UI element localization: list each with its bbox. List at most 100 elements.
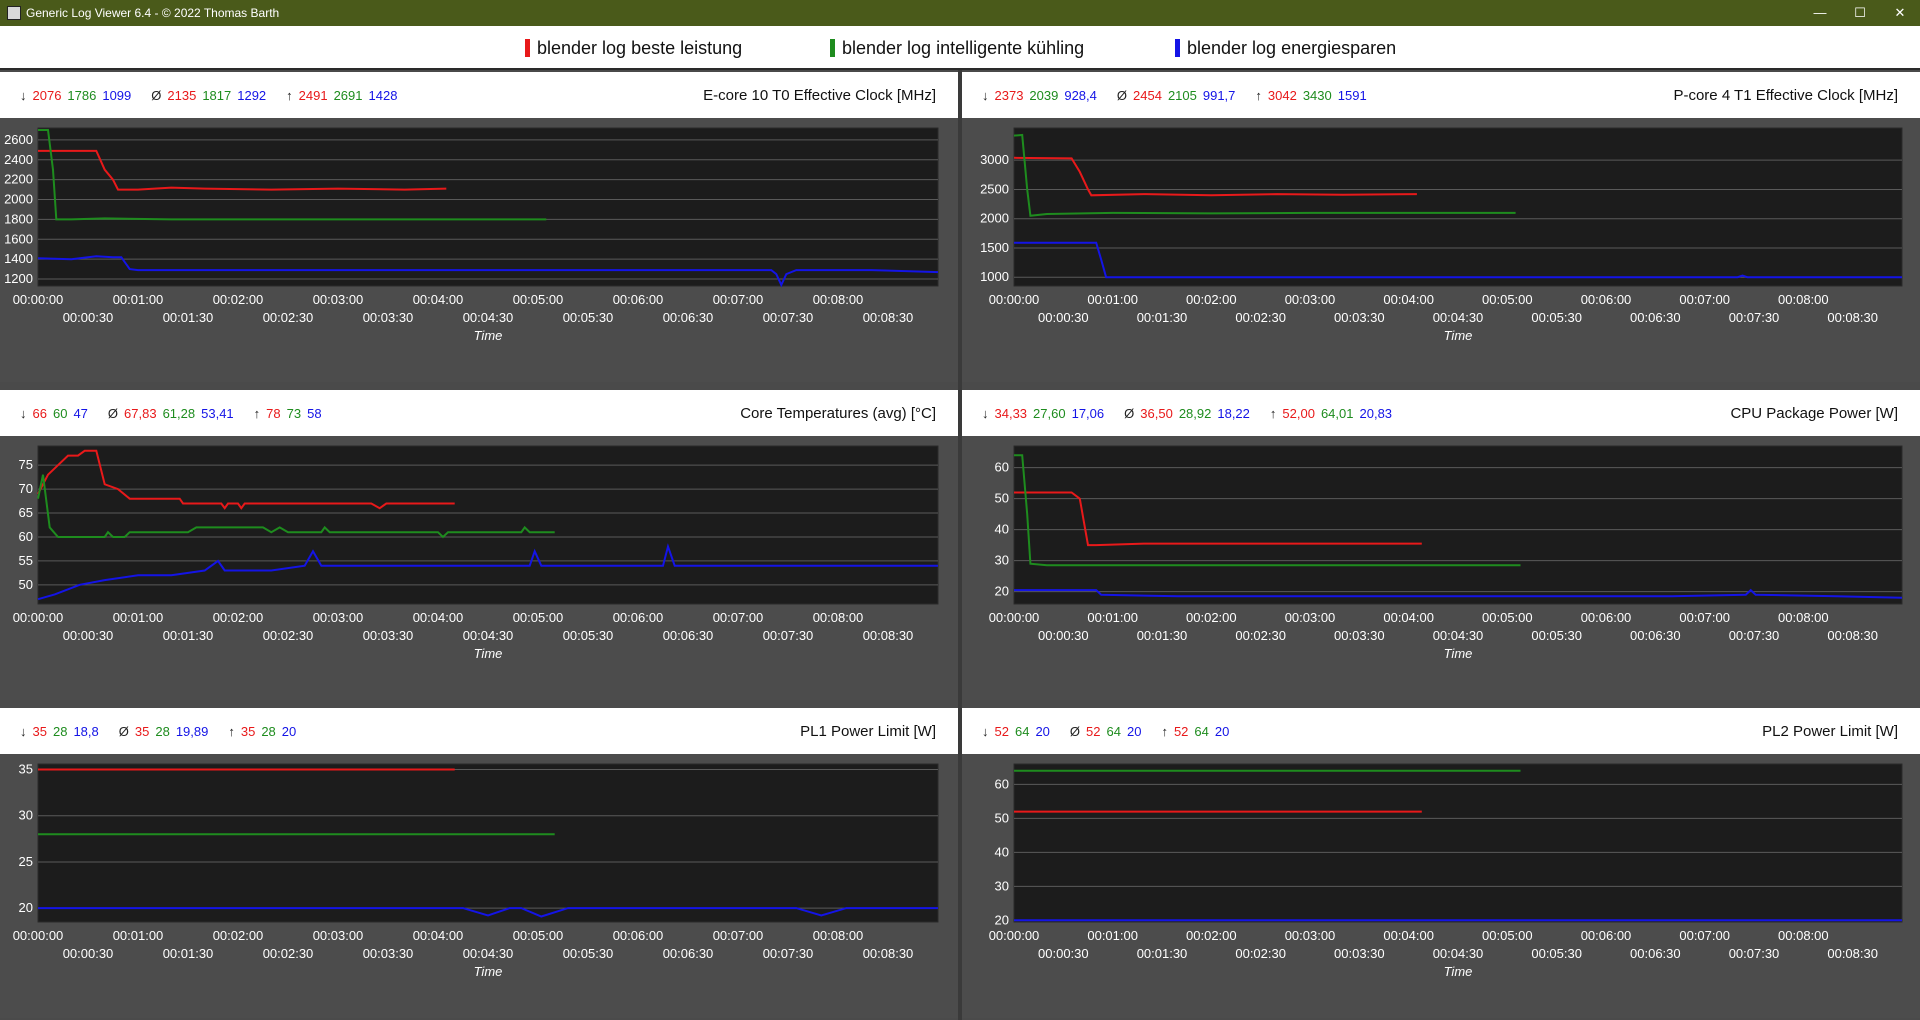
x-tick-label: 00:07:00	[1679, 610, 1730, 625]
stats-row: ↓ 2076 1786 1099 Ø 2135 1817 1292 ↑ 2491 2691 1428	[20, 88, 417, 103]
x-tick-label: 00:08:30	[863, 628, 914, 643]
x-tick-label: 00:05:30	[1531, 628, 1582, 643]
x-tick-label: 00:03:30	[363, 946, 414, 961]
chart-panel-header: ↓ 35 28 18,8 Ø 35 28 19,89 ↑ 35 28 20 PL1 Power Limi…	[0, 708, 958, 754]
x-tick-label: 00:00:30	[63, 310, 114, 325]
min-symbol: ↓	[982, 406, 989, 421]
chart-title: P-core 4 T1 Effective Clock [MHz]	[1673, 87, 1898, 104]
x-tick-label: 00:04:00	[413, 292, 464, 307]
y-tick-label: 50	[19, 577, 33, 592]
chart-svg: 1200 1400 1600 1800 2000 2200 2400 2600 00:00:00…	[4, 127, 939, 343]
legend-swatch	[525, 39, 530, 57]
plot-area	[37, 127, 939, 287]
stat-group-min: ↓ 52 64 20	[982, 724, 1056, 739]
x-tick-label: 00:07:30	[763, 628, 814, 643]
legend-item-energiesparen[interactable]: blender log energiesparen	[1175, 38, 1396, 59]
chart-panel-header: ↓ 34,33 27,60 17,06 Ø 36,50 28,92 18,22 ↑ 52,00 64…	[962, 390, 1920, 436]
stat-group-min: ↓ 66 60 47	[20, 406, 94, 421]
stat-group-avg: Ø 67,83 61,28 53,41	[108, 406, 240, 421]
stat-value: 20	[1214, 724, 1230, 739]
y-tick-label: 2200	[4, 172, 33, 187]
x-tick-label: 00:06:00	[613, 292, 664, 307]
stat-value: 20	[1126, 724, 1142, 739]
min-symbol: ↓	[20, 724, 27, 739]
avg-symbol: Ø	[1069, 724, 1081, 739]
stat-value: 18,22	[1217, 406, 1250, 421]
series-line-3	[37, 543, 938, 601]
chart-panel-header: ↓ 66 60 47 Ø 67,83 61,28 53,41 ↑ 78 73 58 Core Tempe…	[0, 390, 958, 436]
x-tick-label: 00:03:30	[1334, 310, 1385, 325]
stat-value: 52	[1173, 724, 1189, 739]
stats-row: ↓ 35 28 18,8 Ø 35 28 19,89 ↑ 35 28 20	[20, 724, 316, 739]
stat-value: 19,89	[175, 724, 209, 739]
x-tick-label: 00:01:30	[1137, 946, 1188, 961]
close-button[interactable]: ✕	[1894, 5, 1906, 20]
y-tick-label: 35	[19, 762, 33, 777]
y-tick-label: 3000	[980, 152, 1009, 167]
legend-item-beste-leistung[interactable]: blender log beste leistung	[525, 38, 742, 59]
y-tick-label: 1200	[4, 271, 33, 286]
stat-value: 17,06	[1071, 406, 1105, 421]
x-tick-label: 00:04:00	[413, 610, 464, 625]
stat-value: 1591	[1337, 88, 1367, 103]
stat-value: 27,60	[1033, 406, 1066, 421]
x-tick-label: 00:03:30	[1334, 946, 1385, 961]
chart-panel: ↓ 66 60 47 Ø 67,83 61,28 53,41 ↑ 78 73 58 Core Tempe…	[0, 390, 958, 700]
x-tick-label: 00:05:00	[513, 610, 564, 625]
x-tick-label: 00:04:00	[413, 928, 464, 943]
legend-item-intelligente-kuehlung[interactable]: blender log intelligente kühling	[830, 38, 1084, 59]
x-tick-label: 00:06:30	[663, 946, 714, 961]
x-tick-label: 00:06:30	[1630, 628, 1681, 643]
x-tick-label: 00:02:30	[263, 310, 314, 325]
series-line-3	[38, 907, 938, 918]
x-tick-label: 00:08:00	[813, 292, 864, 307]
x-tick-label: 00:05:00	[513, 928, 564, 943]
x-tick-label: 00:06:30	[663, 628, 714, 643]
y-tick-label: 25	[19, 854, 33, 869]
x-tick-label: 00:01:30	[1137, 628, 1188, 643]
y-tick-label: 20	[995, 912, 1009, 927]
x-tick-label: 00:08:00	[1778, 610, 1829, 625]
x-tick-label: 00:08:30	[1827, 628, 1878, 643]
x-tick-label: 00:05:00	[1482, 928, 1533, 943]
series-line-1	[38, 149, 447, 191]
series-line-2	[37, 474, 555, 539]
chart-panel: ↓ 35 28 18,8 Ø 35 28 19,89 ↑ 35 28 20 PL1 Power Limi…	[0, 708, 958, 1018]
x-tick-label: 00:00:30	[1038, 946, 1089, 961]
stats-row: ↓ 52 64 20 Ø 52 64 20 ↑ 52 64 20	[982, 724, 1249, 739]
x-tick-label: 00:08:30	[1827, 310, 1878, 325]
x-tick-label: 00:07:30	[763, 310, 814, 325]
stat-value: 2039	[1029, 88, 1059, 103]
x-axis-label: Time	[1444, 328, 1473, 343]
y-tick-label: 30	[995, 553, 1009, 568]
stat-value: 66	[32, 406, 47, 421]
chart-panel-header: ↓ 2373 2039 928,4 Ø 2454 2105 991,7 ↑ 3042 3430 159…	[962, 72, 1920, 118]
max-symbol: ↑	[1255, 88, 1262, 103]
x-tick-label: 00:04:30	[463, 628, 514, 643]
stat-value: 78	[266, 406, 281, 421]
x-tick-label: 00:05:30	[1531, 310, 1582, 325]
y-tick-label: 1000	[980, 269, 1009, 284]
y-tick-label: 20	[995, 584, 1009, 599]
y-tick-label: 1600	[4, 231, 33, 246]
x-tick-label: 00:08:30	[863, 946, 914, 961]
y-tick-label: 30	[19, 808, 33, 823]
y-tick-label: 30	[995, 878, 1009, 893]
maximize-button[interactable]: ☐	[1854, 5, 1866, 20]
stat-value: 2105	[1167, 88, 1197, 103]
series-line-2	[38, 129, 547, 221]
minimize-button[interactable]: —	[1813, 5, 1827, 20]
x-tick-label: 00:00:00	[989, 292, 1040, 307]
x-tick-label: 00:04:30	[463, 946, 514, 961]
app-icon	[7, 6, 21, 20]
chart-svg: 20 30 40 50 60 00:00:00 00:01:00 00:02:00 00:03:…	[989, 763, 1903, 979]
stat-value: 52	[994, 724, 1009, 739]
stat-group-max: ↑ 3042 3430 1591	[1255, 88, 1372, 103]
panel-divider	[958, 70, 962, 1020]
avg-symbol: Ø	[118, 724, 129, 739]
x-tick-label: 00:04:00	[1383, 928, 1434, 943]
plot-area	[1013, 445, 1903, 605]
series-line-2	[1013, 133, 1516, 217]
stat-value: 1292	[237, 88, 267, 103]
y-tick-label: 55	[19, 553, 33, 568]
